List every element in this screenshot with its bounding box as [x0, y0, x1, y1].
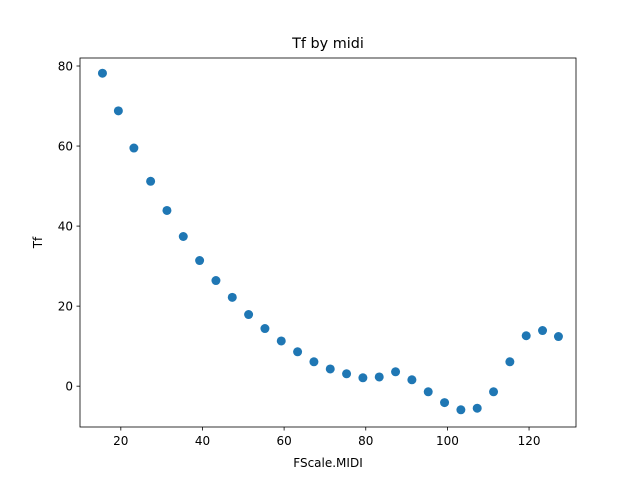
data-point — [195, 256, 205, 266]
data-point — [472, 403, 482, 413]
data-point — [309, 357, 319, 367]
x-tick-label: 120 — [518, 434, 541, 448]
x-axis: 20 40 60 80 100 120 — [113, 427, 541, 448]
data-point — [97, 68, 107, 78]
y-tick-label: 80 — [58, 59, 73, 73]
y-tick-label: 40 — [58, 219, 73, 233]
data-point — [129, 143, 139, 153]
data-point — [227, 292, 237, 302]
x-tick-label: 20 — [113, 434, 128, 448]
data-point — [423, 387, 433, 397]
data-point — [553, 332, 563, 342]
data-point — [162, 205, 172, 215]
y-axis: 0 20 40 60 80 — [58, 59, 80, 393]
data-point — [374, 372, 384, 382]
data-point — [407, 375, 417, 385]
x-tick-label: 100 — [436, 434, 459, 448]
data-point — [505, 357, 515, 367]
y-tick-label: 20 — [58, 299, 73, 313]
axes-frame — [79, 57, 577, 428]
x-tick-label: 80 — [358, 434, 373, 448]
data-point — [521, 331, 531, 341]
data-point — [260, 324, 270, 334]
data-point — [342, 369, 352, 379]
chart-title: Tf by midi — [291, 36, 364, 52]
data-point — [244, 310, 254, 320]
data-point — [276, 336, 286, 346]
data-point — [293, 347, 303, 357]
y-tick-label: 0 — [65, 379, 73, 393]
data-point — [211, 276, 221, 286]
y-tick-label: 60 — [58, 139, 73, 153]
plot-area — [97, 68, 563, 415]
data-point — [146, 176, 156, 186]
data-point — [456, 405, 466, 415]
data-point — [113, 106, 123, 116]
x-tick-label: 60 — [276, 434, 291, 448]
y-axis-label: Tf — [31, 236, 45, 249]
x-axis-label: FScale.MIDI — [293, 456, 362, 470]
data-point — [440, 398, 450, 408]
data-point — [489, 387, 499, 397]
data-point — [178, 232, 188, 241]
data-point — [538, 326, 548, 336]
data-point — [325, 364, 335, 374]
data-point — [358, 373, 368, 383]
data-point — [391, 367, 401, 377]
x-tick-label: 40 — [195, 434, 210, 448]
